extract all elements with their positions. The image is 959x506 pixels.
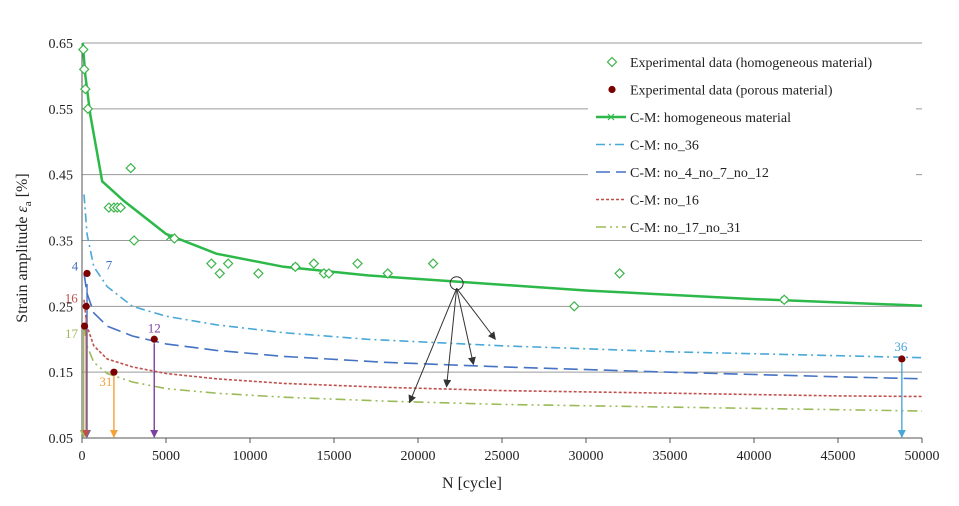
- homo-point: [128, 235, 140, 246]
- curve-no16: [83, 299, 923, 398]
- callout-arrow: [456, 288, 476, 366]
- homo-point: [80, 83, 91, 95]
- annotation-label: 7: [106, 257, 113, 272]
- callout-arrow: [456, 287, 496, 341]
- x-axis-ticks: 0 5000 10000 15000 20000 25000 30000 35000 40000…: [79, 438, 940, 464]
- annotation-label: 36: [894, 339, 908, 354]
- annotation-label: 12: [148, 320, 161, 335]
- curve-no17: [83, 325, 923, 412]
- annotation-label: 16: [65, 290, 79, 305]
- x-tick-label: 5000: [152, 449, 180, 464]
- legend-label-no36: C-M: no_36: [630, 139, 699, 154]
- annotation-labels: 4 7 16 17 31 12 36: [65, 257, 908, 389]
- homo-point: [222, 258, 234, 269]
- x-tick-label: 50000: [905, 449, 940, 464]
- legend-symbol-porous: [608, 85, 616, 94]
- curve-no36: [83, 194, 923, 359]
- homogeneous-points: [77, 44, 790, 312]
- y-tick-label: 0.15: [49, 366, 74, 381]
- homo-point: [253, 268, 264, 279]
- legend-label-no16: C-M: no_16: [630, 194, 699, 209]
- homo-point: [206, 258, 217, 269]
- annotation-label: 17: [65, 326, 79, 341]
- homo-point: [78, 63, 90, 75]
- x-tick-label: 0: [79, 449, 86, 464]
- homo-point: [778, 294, 790, 306]
- homo-point: [308, 258, 320, 269]
- x-tick-label: 45000: [821, 449, 856, 464]
- porous-point: [150, 335, 158, 343]
- x-tick-label: 30000: [569, 449, 604, 464]
- annotation-label: 31: [99, 374, 112, 389]
- porous-point: [80, 322, 89, 330]
- curve-no4: [83, 273, 923, 380]
- x-axis-title: N [cycle]: [442, 475, 502, 492]
- x-tick-label: 10000: [233, 449, 268, 464]
- homo-point: [568, 300, 580, 312]
- homo-point: [82, 103, 94, 115]
- legend-label-cm_homo: C-M: homogeneous material: [630, 111, 791, 126]
- x-tick-label: 40000: [737, 449, 772, 464]
- homo-point: [125, 162, 137, 174]
- callout: [408, 276, 496, 404]
- y-tick-label: 0.35: [49, 235, 74, 250]
- porous-point: [110, 368, 118, 376]
- legend-label-no4: C-M: no_4_no_7_no_12: [630, 166, 769, 181]
- homo-point: [382, 268, 394, 279]
- y-axis-title-main: Strain amplitude: [14, 212, 31, 322]
- y-tick-label: 0.45: [49, 169, 74, 184]
- y-tick-label: 0.55: [49, 103, 74, 118]
- curve-cm_homo: [81, 42, 923, 307]
- homo-point: [169, 233, 180, 244]
- homo-point: [352, 258, 363, 269]
- homo-point: [77, 44, 89, 55]
- porous-points: [80, 269, 906, 376]
- y-axis-title-sub: a: [22, 201, 34, 206]
- homo-point: [614, 268, 625, 279]
- x-tick-label: 35000: [653, 449, 688, 464]
- legend: Experimental data (homogeneous material)…: [588, 47, 916, 239]
- homo-point: [214, 268, 226, 279]
- porous-point: [82, 302, 90, 310]
- homo-point: [323, 268, 335, 279]
- annotation-label: 4: [72, 258, 79, 273]
- homo-point: [427, 258, 439, 269]
- y-tick-label: 0.65: [49, 37, 74, 52]
- legend-symbol-homo: [606, 56, 618, 68]
- legend-box: [588, 47, 916, 239]
- y-axis-ticks: 0.05 0.15 0.25 0.35 0.45 0.55 0.65: [49, 37, 74, 447]
- legend-marker: [607, 113, 615, 121]
- y-axis-title: Strain amplitude εa [%]: [14, 173, 34, 322]
- x-tick-label: 15000: [317, 449, 352, 464]
- legend-label-no17: C-M: no_17_no_31: [630, 221, 741, 236]
- gridlines: [82, 42, 922, 373]
- homo-point: [290, 261, 301, 273]
- y-axis-title-symbol: ε: [14, 205, 31, 212]
- callout-circle: [449, 276, 464, 291]
- porous-point: [898, 355, 906, 363]
- x-tick-label: 25000: [485, 449, 520, 464]
- callout-arrow: [443, 288, 458, 388]
- legend-label-porous: Experimental data (porous material): [630, 84, 833, 99]
- x-tick-label: 20000: [401, 449, 436, 464]
- y-tick-label: 0.05: [49, 432, 74, 447]
- callout-arrow: [408, 288, 458, 404]
- model-curves: [81, 42, 923, 412]
- porous-point: [83, 269, 91, 278]
- failure-arrows: [79, 284, 906, 438]
- homo-point: [115, 202, 126, 213]
- legend-label-homo: Experimental data (homogeneous material): [630, 56, 873, 71]
- y-tick-label: 0.25: [49, 300, 74, 315]
- y-axis-title-unit: [%]: [14, 173, 31, 201]
